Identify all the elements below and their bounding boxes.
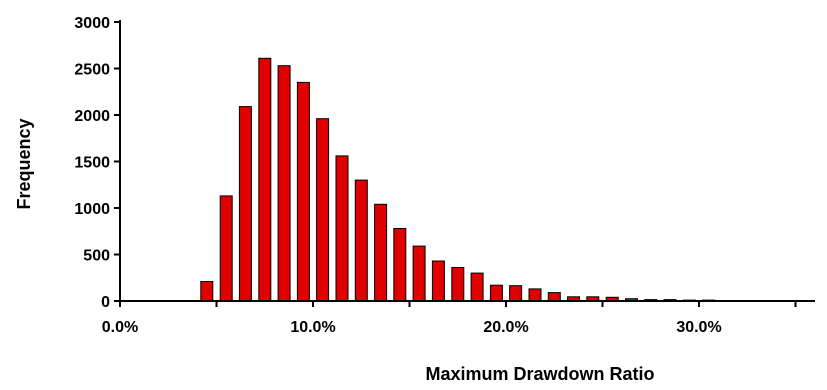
y-tick-label: 0 xyxy=(101,294,110,311)
histogram-bar xyxy=(200,281,214,302)
y-tick-label: 500 xyxy=(83,248,110,265)
x-tick-label: 10.0% xyxy=(290,319,335,336)
x-tick-label: 30.0% xyxy=(676,319,721,336)
histogram-bar xyxy=(258,57,272,302)
histogram-bar xyxy=(335,155,349,302)
y-tick-label: 2000 xyxy=(74,108,110,125)
histogram-bar xyxy=(238,106,252,302)
histogram-bar xyxy=(412,245,426,302)
histogram-bar xyxy=(509,285,523,302)
histogram-bar xyxy=(354,179,368,302)
x-tick-label: 20.0% xyxy=(483,319,528,336)
ticks-layer: 0 500 1000 1500 2000 2500 3000 0.0% 10.0% 20.0% 30… xyxy=(74,15,797,336)
histogram-bar xyxy=(219,195,233,302)
histogram-bar xyxy=(470,272,484,302)
y-tick-label: 2500 xyxy=(74,62,110,79)
histogram-bar xyxy=(393,228,407,302)
y-tick-label: 1000 xyxy=(74,201,110,218)
x-axis-title: Maximum Drawdown Ratio xyxy=(425,364,654,384)
bars-layer xyxy=(200,57,716,302)
histogram-bar xyxy=(277,65,291,302)
histogram-bar xyxy=(547,292,561,302)
y-tick-label: 1500 xyxy=(74,155,110,172)
histogram-bar xyxy=(296,81,310,302)
histogram-bar xyxy=(374,203,388,302)
histogram-bar xyxy=(316,118,330,302)
x-tick-label: 0.0% xyxy=(102,319,138,336)
histogram-bar xyxy=(489,284,503,302)
histogram-bar xyxy=(528,288,542,302)
histogram-bar xyxy=(431,260,445,302)
y-axis-title: Frequency xyxy=(14,118,34,209)
histogram-bar xyxy=(451,267,465,302)
y-tick-label: 3000 xyxy=(74,15,110,32)
